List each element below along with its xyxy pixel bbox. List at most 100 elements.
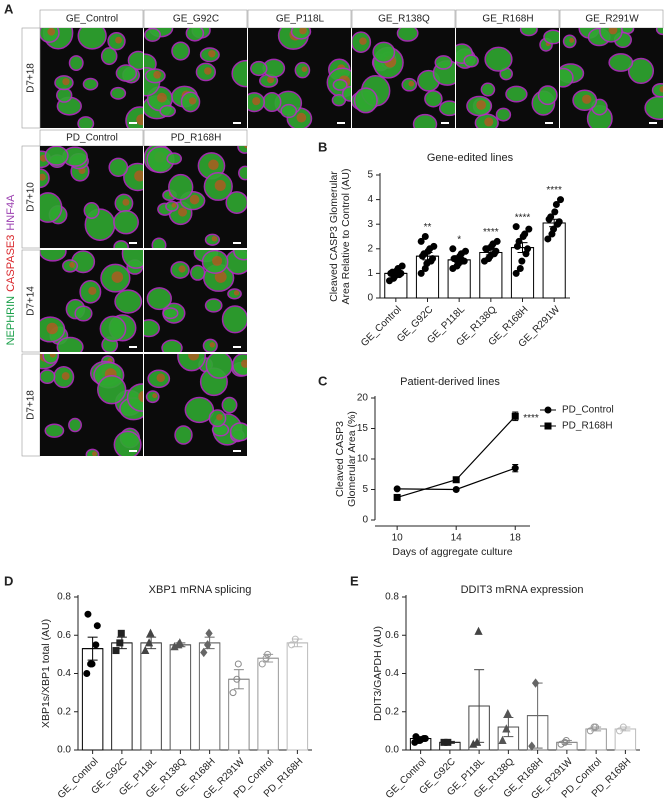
point [93,622,101,630]
stain-label: HNF4A [5,194,17,231]
caspase-spot [134,170,143,182]
glomerulus [123,162,143,192]
caspase-spot [296,112,307,123]
y-tick-label: 0.8 [57,592,71,603]
glomerulus [262,91,282,113]
caspase-spot [211,235,218,242]
caspase-spot [115,36,122,44]
error-bar [384,270,407,277]
caspase-spot [299,28,307,35]
y-tick-label: 3 [367,219,373,230]
caspase-spot [216,413,223,421]
scale-bar [129,450,137,452]
y-tick-label: 0.6 [57,630,71,641]
cells [456,28,559,128]
point [525,225,533,233]
caspase-spot [178,207,188,217]
bar [614,728,637,751]
column-header: GE_Control [66,14,118,25]
significance: **** [523,413,539,424]
glomerulus [537,85,558,106]
stain-labels: NEPHRIN CASPASE3 HNF4A [5,194,17,346]
cells [40,250,143,352]
error-bar [416,251,439,261]
panel-letter: C [318,373,328,388]
glomerulus [113,430,142,456]
column-header: GE_R138Q [378,14,430,25]
glomerulus [495,107,512,122]
glomerulus [146,287,172,311]
error-bar [199,636,220,650]
column-header: GE_P118L [276,14,325,25]
error-bar [556,739,578,745]
cells [144,146,247,248]
caspase-spot [188,354,200,361]
glomerulus [221,396,238,414]
error-bar [257,653,279,663]
caspase-spot [153,70,162,79]
panel-letter: A [4,1,14,16]
legend-label: PD_Control [562,405,614,416]
significance: * [457,234,461,245]
caspase-spot [156,373,166,383]
glomerulus [113,240,129,248]
cells [40,28,143,128]
panel-letter: D [4,573,13,588]
bar [257,657,279,751]
glomerulus [40,250,67,262]
glomerulus [171,41,191,61]
point [462,247,469,255]
row-header: D7+10 [26,182,37,212]
glomerulus [280,103,298,119]
x-tick-label: 14 [451,533,463,544]
point [449,245,457,253]
micrograph [248,28,351,128]
glomerulus [655,28,663,36]
point [288,641,296,649]
glomerulus [372,41,396,63]
error-bar [82,636,103,661]
glomerulus [505,85,528,103]
point [516,264,524,272]
y-tick-label: 0.0 [385,745,399,756]
caspase-spot [214,179,226,191]
error-bar [527,682,548,749]
error-bar [498,716,519,738]
point [234,660,242,668]
y-tick-label: 0.2 [57,706,71,717]
glomerulus [115,64,138,82]
point [430,242,438,250]
glomerulus [114,289,143,314]
y-tick-label: 0 [362,515,368,526]
point [512,223,520,231]
caspase-spot [208,159,219,171]
point [398,262,406,270]
error-bar [439,740,461,744]
point [393,485,401,493]
scale-bar [337,122,345,124]
point [452,486,460,493]
glomerulus [100,47,118,66]
caspase-spot [171,202,177,208]
y-tick-label: 1 [367,268,373,279]
caspase-spot [136,114,143,126]
caspase-spot [61,372,70,380]
glomerulus [161,339,183,352]
point [200,647,208,658]
glomerulus [184,396,215,424]
glomerulus [77,116,95,128]
point [92,641,100,649]
y-axis-label: Glomerular Area (%) [346,411,358,507]
caspase-spot [233,290,240,296]
caspase-spot [40,173,46,181]
scale-bar [129,242,137,244]
glomerulus [353,87,378,114]
point [146,628,155,637]
y-axis-label: XBP1s/XBP1 total (AU) [40,619,52,728]
glomerulus [190,264,206,281]
y-axis-label: DDIT3/GAPDH (AU) [372,626,384,721]
chart-title: DDIT3 mRNA expression [461,584,584,596]
micrograph [560,28,663,128]
glomerulus [113,210,139,235]
error-bar [615,726,636,732]
